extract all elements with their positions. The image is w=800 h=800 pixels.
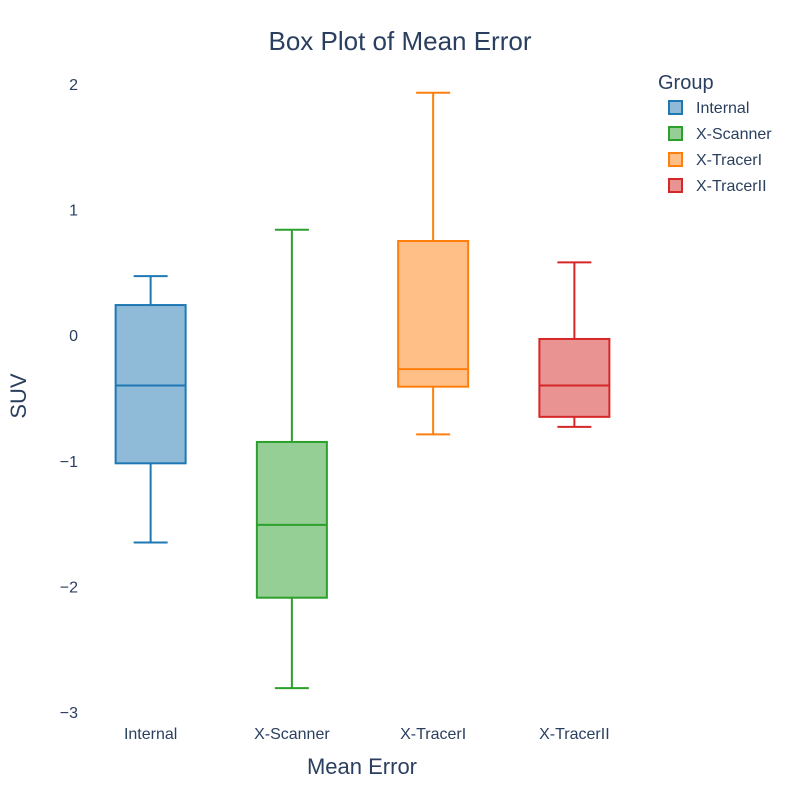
legend-label: X-TracerI — [696, 152, 762, 169]
legend-label: Internal — [696, 100, 749, 117]
legend-swatch — [668, 178, 683, 193]
y-tick-label: −2 — [60, 579, 78, 596]
iqr-box — [538, 337, 611, 418]
y-tick-label: 0 — [69, 328, 78, 345]
legend-swatch — [668, 126, 683, 141]
iqr-box — [397, 240, 470, 388]
box-x-scanner[interactable] — [255, 228, 328, 690]
x-tick-label: X-TracerI — [400, 726, 466, 743]
box-x-traceri[interactable] — [397, 91, 470, 436]
legend-title: Group — [658, 72, 714, 94]
iqr-box — [255, 440, 328, 599]
y-axis-ticks: −3 −2 −1 0 1 2 — [60, 77, 78, 722]
y-tick-label: 1 — [69, 203, 78, 220]
legend-swatch — [668, 100, 683, 115]
legend-item-x-tracerii[interactable]: X-TracerII — [668, 178, 767, 195]
x-axis-ticks: Internal X-Scanner X-TracerI X-TracerII — [124, 726, 610, 743]
x-tick-label: X-Scanner — [254, 726, 330, 743]
x-tick-label: X-TracerII — [539, 726, 610, 743]
y-tick-label: 2 — [69, 77, 78, 94]
box-internal[interactable] — [114, 275, 187, 544]
y-axis-title: SUV — [6, 373, 31, 419]
y-tick-label: −1 — [60, 454, 78, 471]
legend[interactable]: Group Internal X-Scanner X-TracerI X-Tracer… — [658, 72, 772, 195]
legend-swatch — [668, 152, 683, 167]
x-axis-title: Mean Error — [307, 754, 417, 779]
x-tick-label: Internal — [124, 726, 177, 743]
box-series — [114, 91, 611, 690]
legend-item-x-scanner[interactable]: X-Scanner — [668, 126, 772, 143]
chart-title: Box Plot of Mean Error — [269, 26, 532, 56]
legend-item-x-traceri[interactable]: X-TracerI — [668, 152, 762, 169]
legend-item-internal[interactable]: Internal — [668, 100, 749, 117]
iqr-box — [114, 304, 187, 465]
y-tick-label: −3 — [60, 705, 78, 722]
legend-label: X-TracerII — [696, 178, 767, 195]
legend-label: X-Scanner — [696, 126, 772, 143]
box-x-tracerii[interactable] — [538, 261, 611, 428]
